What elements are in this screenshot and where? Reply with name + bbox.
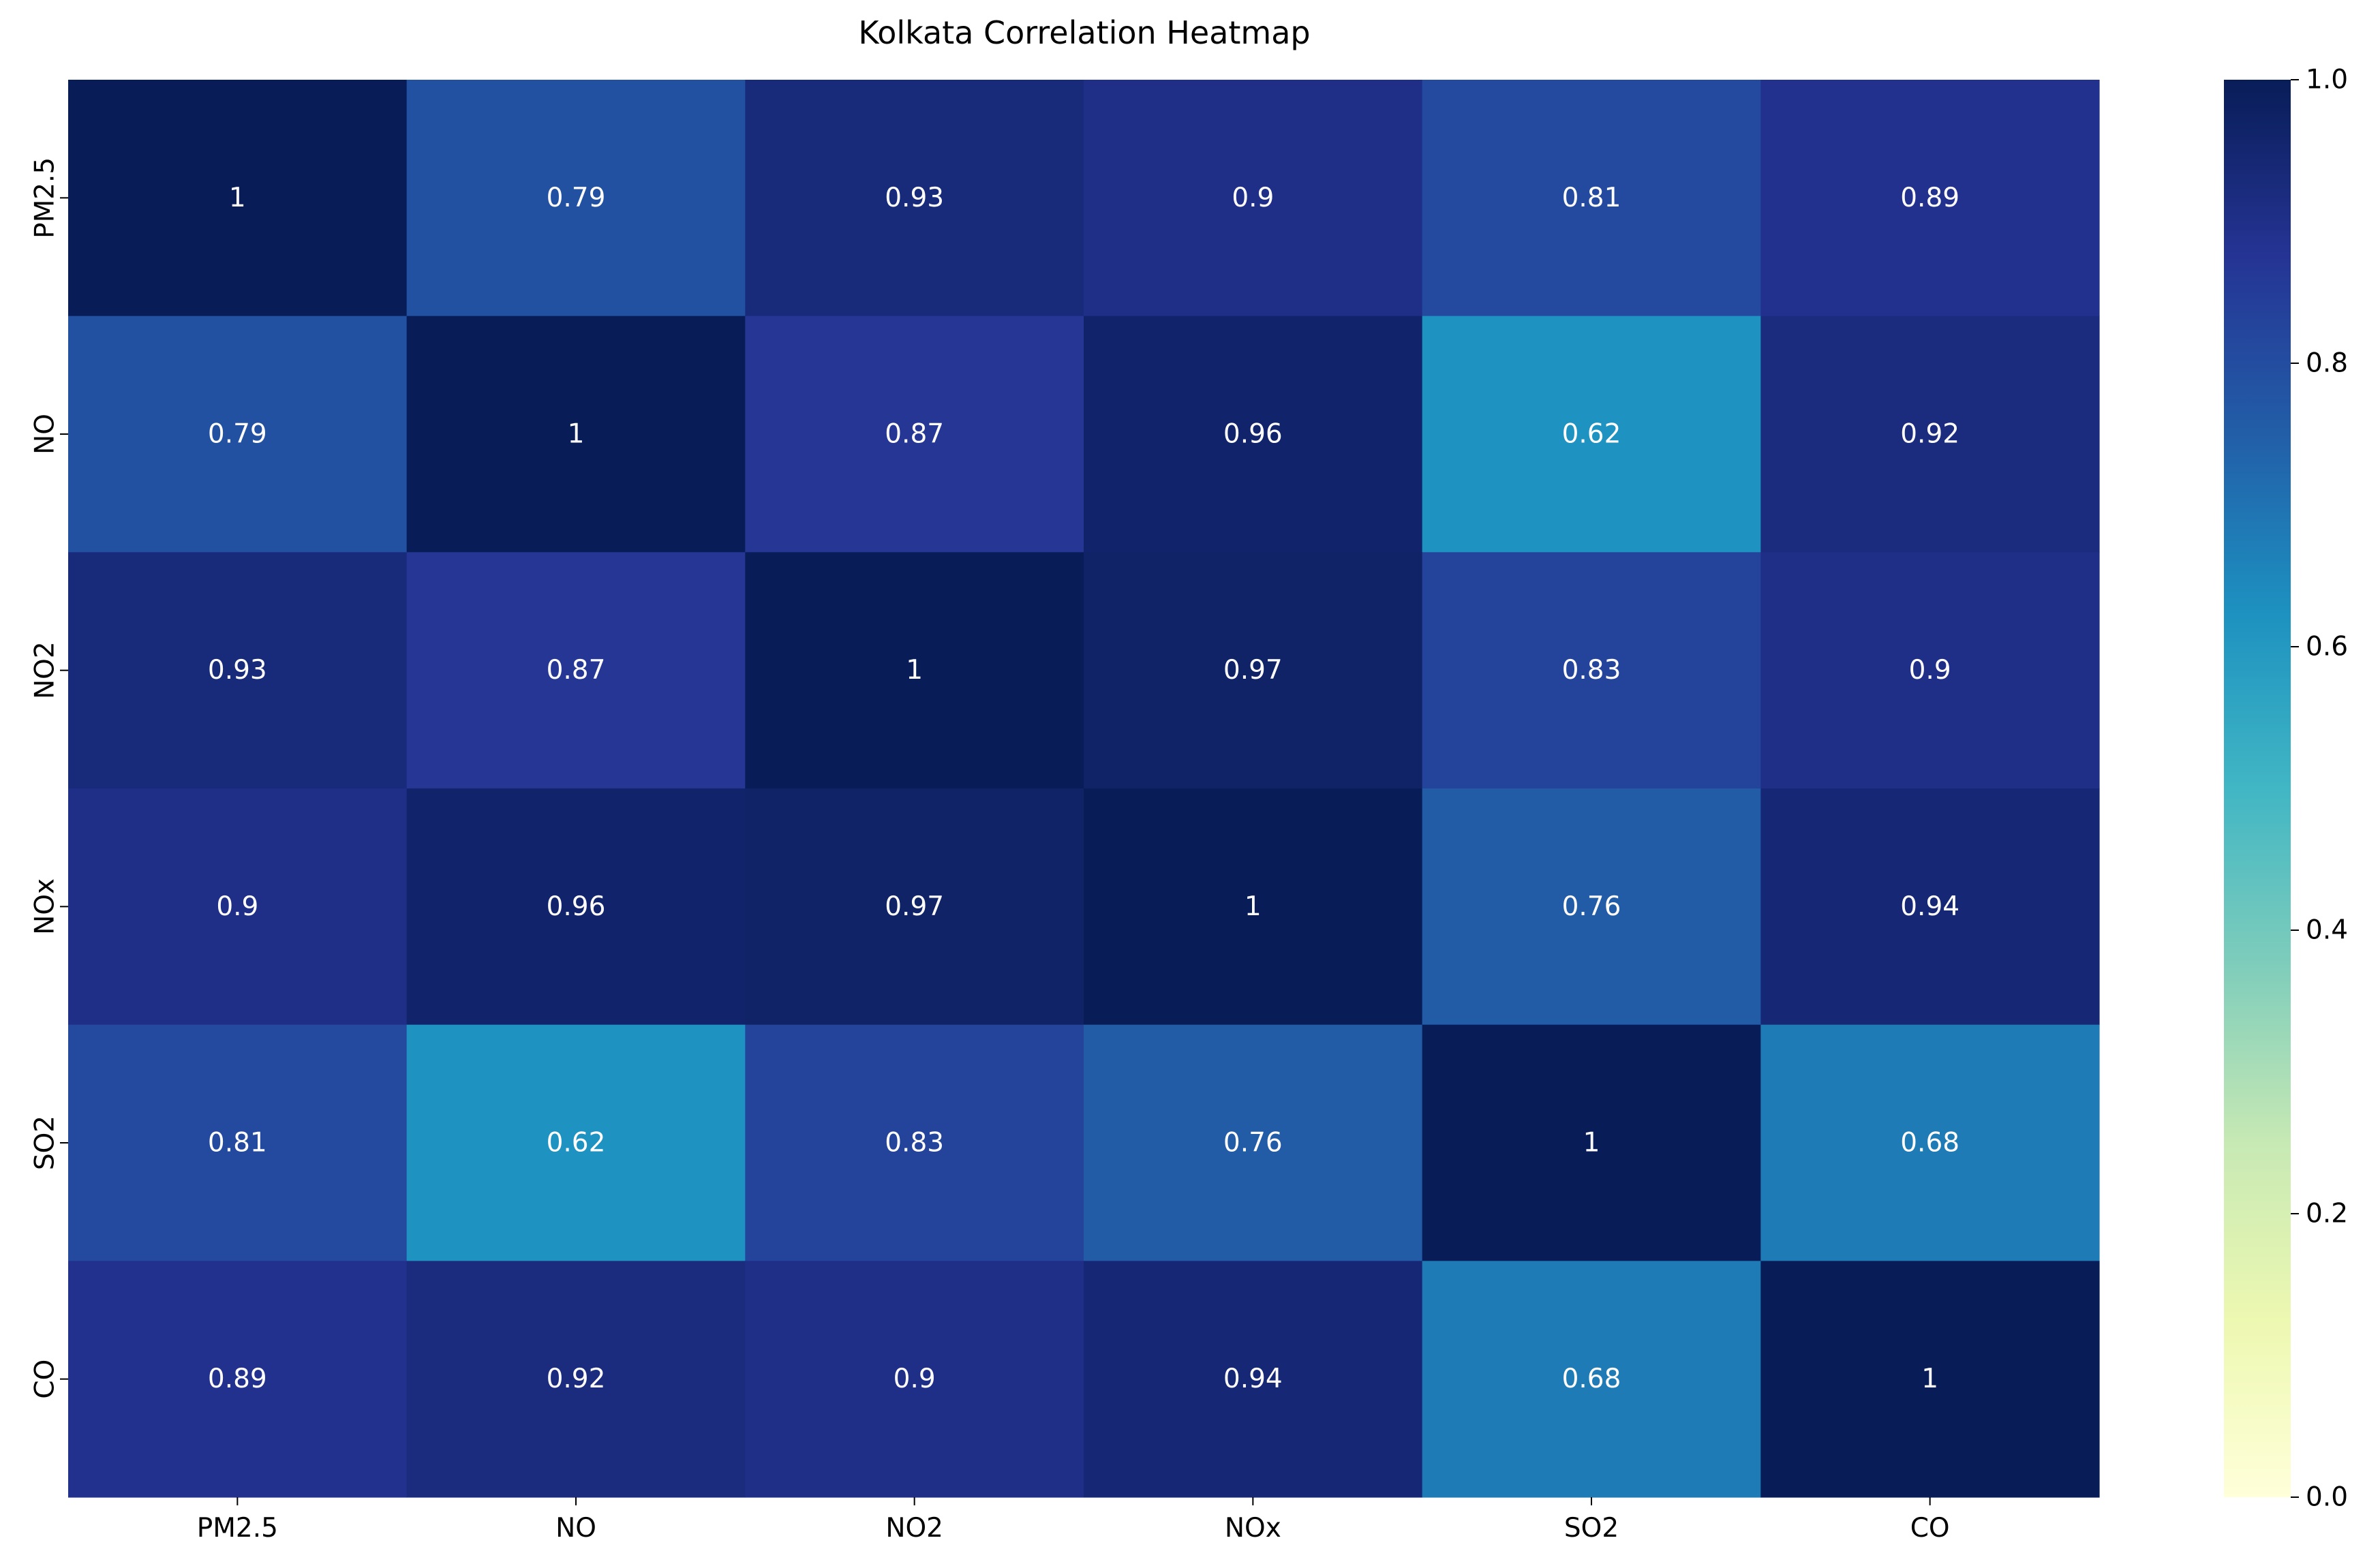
cell-value-label: 0.94 [1223, 1364, 1283, 1394]
heatmap-cell-NO2-NO [406, 552, 746, 789]
cell-value-label: 0.93 [208, 655, 267, 686]
heatmap-cell-NOx-SO2 [1422, 788, 1761, 1026]
heatmap-cell-PM2.5-PM2.5 [68, 80, 408, 317]
cell-value-label: 0.62 [1562, 419, 1621, 450]
cell-value-label: 1 [1245, 891, 1262, 922]
heatmap-cell-CO-NOx [1084, 1261, 1423, 1498]
cell-value-label: 0.83 [885, 1128, 944, 1158]
heatmap-cell-NO-PM2.5 [68, 316, 408, 553]
heatmap-cell-NO2-NO2 [745, 552, 1084, 789]
heatmap-cell-CO-NO2 [745, 1261, 1084, 1498]
y-tick-label: CO [30, 1360, 61, 1399]
cell-value-label: 0.89 [1900, 183, 1959, 213]
heatmap-cell-NO-NO [406, 316, 746, 553]
cell-value-label: 0.94 [1900, 891, 1959, 922]
heatmap-cell-SO2-SO2 [1422, 1024, 1761, 1261]
cell-value-label: 0.9 [1909, 655, 1951, 686]
cell-value-label: 0.87 [547, 655, 606, 686]
heatmap-cell-NOx-PM2.5 [68, 788, 408, 1026]
cell-value-label: 0.97 [1223, 655, 1283, 686]
heatmap-cell-PM2.5-NOx [1084, 80, 1423, 317]
heatmap-cell-PM2.5-CO [1760, 80, 2100, 317]
cell-value-label: 0.76 [1223, 1128, 1283, 1158]
heatmap-cell-SO2-PM2.5 [68, 1024, 408, 1261]
x-tick-label: NOx [1225, 1513, 1281, 1544]
cell-value-label: 1 [1921, 1364, 1938, 1394]
cell-value-label: 0.81 [208, 1128, 267, 1158]
cell-value-label: 0.68 [1900, 1128, 1959, 1158]
heatmap-cell-CO-NO [406, 1261, 746, 1498]
cell-value-label: 0.79 [208, 419, 267, 450]
colorbar-tick-label: 0.2 [2306, 1199, 2348, 1229]
heatmap-cell-NO-SO2 [1422, 316, 1761, 553]
cell-value-label: 0.96 [1223, 419, 1283, 450]
y-tick-label: PM2.5 [30, 157, 61, 239]
y-tick-label: NOx [30, 878, 61, 935]
cell-value-label: 0.96 [547, 891, 606, 922]
chart-title: Kolkata Correlation Heatmap [858, 14, 1310, 51]
heatmap-cell-NOx-NO2 [745, 788, 1084, 1026]
heatmap-cell-NOx-CO [1760, 788, 2100, 1026]
cell-value-label: 0.9 [216, 891, 258, 922]
cell-value-label: 0.83 [1562, 655, 1621, 686]
heatmap-cell-CO-SO2 [1422, 1261, 1761, 1498]
x-axis: PM2.5 NO NO2 NOx SO2 CO [197, 1497, 1950, 1544]
colorbar-tick-label: 0.4 [2306, 915, 2348, 946]
cell-annotations: 1 0.79 0.93 0.9 0.81 0.89 0.79 1 0.87 0.96 0.62 0.9… [208, 183, 1959, 1394]
cell-value-label: 0.68 [1562, 1364, 1621, 1394]
colorbar-tick-label: 0.8 [2306, 348, 2348, 379]
heatmap-cell-SO2-NO [406, 1024, 746, 1261]
cell-value-label: 0.92 [1900, 419, 1959, 450]
cell-value-label: 1 [229, 183, 246, 213]
heatmap-cell-CO-PM2.5 [68, 1261, 408, 1498]
heatmap-cell-NOx-NOx [1084, 788, 1423, 1026]
x-tick-label: PM2.5 [197, 1513, 278, 1544]
cell-value-label: 0.89 [208, 1364, 267, 1394]
cell-value-label: 0.87 [885, 419, 944, 450]
colorbar-gradient [2224, 80, 2291, 1497]
cell-value-label: 0.9 [1232, 183, 1274, 213]
cell-value-label: 0.62 [547, 1128, 606, 1158]
cell-value-label: 0.81 [1562, 183, 1621, 213]
x-tick-label: SO2 [1564, 1513, 1619, 1544]
cell-value-label: 0.9 [894, 1364, 936, 1394]
heatmap-cell-NO2-SO2 [1422, 552, 1761, 789]
heatmap-cell-NO2-CO [1760, 552, 2100, 789]
heatmap-cell-PM2.5-NO [406, 80, 746, 317]
cell-value-label: 1 [568, 419, 585, 450]
cell-value-label: 0.79 [547, 183, 606, 213]
heatmap-cell-NO2-NOx [1084, 552, 1423, 789]
y-tick-label: SO2 [30, 1116, 61, 1170]
x-tick-label: NO2 [885, 1513, 943, 1544]
cell-value-label: 1 [1583, 1128, 1600, 1158]
heatmap-cell-SO2-NOx [1084, 1024, 1423, 1261]
y-axis: PM2.5 NO NO2 NOx SO2 CO [30, 157, 68, 1399]
colorbar-tick-label: 1.0 [2306, 65, 2348, 95]
colorbar-tick-label: 0.0 [2306, 1482, 2348, 1513]
heatmap-cell-PM2.5-NO2 [745, 80, 1084, 317]
heatmap-cell-NO-NOx [1084, 316, 1423, 553]
colorbar: 0.0 0.2 0.4 0.6 0.8 1.0 [2224, 65, 2348, 1513]
y-tick-label: NO2 [30, 641, 61, 699]
cell-value-label: 0.93 [885, 183, 944, 213]
x-tick-label: CO [1910, 1513, 1950, 1544]
cell-value-label: 0.97 [885, 891, 944, 922]
cell-value-label: 1 [906, 655, 923, 686]
heatmap-cell-NOx-NO [406, 788, 746, 1026]
heatmap-cells [68, 80, 2100, 1498]
heatmap-cell-NO2-PM2.5 [68, 552, 408, 789]
heatmap-cell-NO-CO [1760, 316, 2100, 553]
heatmap-cell-NO-NO2 [745, 316, 1084, 553]
heatmap-cell-SO2-CO [1760, 1024, 2100, 1261]
x-tick-label: NO [555, 1513, 596, 1544]
cell-value-label: 0.92 [547, 1364, 606, 1394]
heatmap-cell-SO2-NO2 [745, 1024, 1084, 1261]
colorbar-tick-label: 0.6 [2306, 632, 2348, 662]
cell-value-label: 0.76 [1562, 891, 1621, 922]
heatmap-cell-PM2.5-SO2 [1422, 80, 1761, 317]
heatmap-cell-CO-CO [1760, 1261, 2100, 1498]
y-tick-label: NO [30, 414, 61, 455]
